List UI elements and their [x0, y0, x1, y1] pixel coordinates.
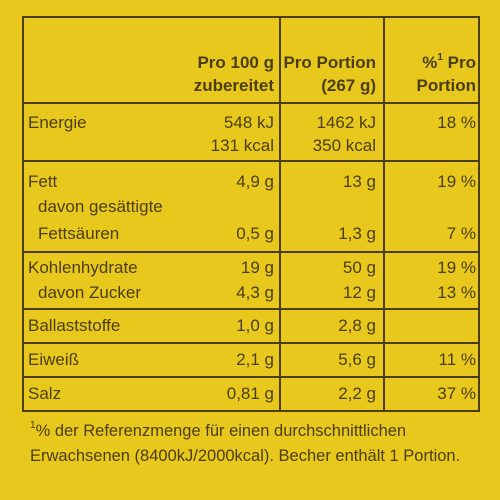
gesaettigte-portion: 1,3 g — [338, 224, 376, 243]
header-portion: Portion — [416, 76, 477, 95]
table-right-border — [478, 16, 480, 412]
table-top-border — [22, 16, 480, 18]
row-divider — [22, 251, 480, 253]
eiweiss-percent: 11 % — [438, 350, 477, 369]
zucker-percent: 13 % — [437, 283, 476, 302]
row-label-kohlenhydrate: Kohlenhydrate — [28, 258, 138, 277]
fett-100g: 4,9 g — [236, 172, 274, 191]
energie-portion-kcal: 350 kcal — [312, 136, 376, 155]
row-divider — [22, 342, 480, 344]
energie-portion-kj: 1462 kJ — [316, 113, 376, 132]
footnote-text-1: % der Referenzmenge für einen durchschni… — [35, 422, 407, 440]
row-label-ballaststoffe: Ballaststoffe — [28, 316, 121, 335]
row-label-eiweiss: Eiweiß — [28, 350, 80, 369]
gesaettigte-percent: 7 % — [446, 224, 476, 243]
salz-portion: 2,2 g — [338, 384, 376, 403]
header-prepared: zubereitet — [193, 76, 274, 95]
ballaststoffe-100g: 1,0 g — [236, 316, 274, 335]
row-divider — [22, 308, 480, 310]
fett-percent: 19 % — [437, 172, 476, 191]
header-per-100g: Pro 100 g — [197, 53, 274, 72]
zucker-100g: 4,3 g — [236, 283, 274, 302]
row-label-gesaettigte-2: Fettsäuren — [38, 224, 120, 243]
energie-100g-kcal: 131 kcal — [210, 136, 274, 155]
ballaststoffe-portion: 2,8 g — [338, 316, 376, 335]
footnote-marker: 1 — [437, 52, 443, 63]
header-percent-per-text: Pro — [447, 53, 476, 72]
table-bottom-border — [22, 410, 480, 412]
footnote-line-2: Erwachsenen (8400kJ/2000kcal). Becher en… — [30, 447, 461, 465]
kohlenhydrate-portion: 50 g — [342, 258, 376, 277]
row-label-zucker: davon Zucker — [38, 283, 141, 302]
energie-100g-kj: 548 kJ — [223, 113, 274, 132]
header-per-portion: Pro Portion — [283, 53, 376, 72]
row-divider — [22, 102, 480, 104]
footnote-number: 1 — [30, 420, 36, 431]
energie-percent: 18 % — [437, 113, 476, 132]
eiweiss-portion: 5,6 g — [338, 350, 376, 369]
row-divider — [22, 376, 480, 378]
kohlenhydrate-100g: 19 g — [240, 258, 274, 277]
row-label-salz: Salz — [28, 384, 62, 403]
row-label-energie: Energie — [28, 113, 87, 132]
gesaettigte-100g: 0,5 g — [236, 224, 274, 243]
footnote-line-1: 1% der Referenzmenge für einen durchschn… — [30, 421, 406, 442]
table-left-border — [22, 16, 24, 412]
row-divider — [22, 160, 480, 162]
salz-100g: 0,81 g — [226, 384, 274, 403]
row-label-gesaettigte-1: davon gesättigte — [38, 197, 163, 216]
header-percent-per: %1 Pro — [422, 52, 476, 73]
column-divider — [279, 16, 281, 412]
salz-percent: 37 % — [437, 384, 476, 403]
fett-portion: 13 g — [342, 172, 376, 191]
row-label-fett: Fett — [28, 172, 58, 191]
header-portion-weight: (267 g) — [321, 76, 376, 95]
kohlenhydrate-percent: 19 % — [437, 258, 476, 277]
column-divider — [383, 16, 385, 412]
eiweiss-100g: 2,1 g — [236, 350, 274, 369]
zucker-portion: 12 g — [342, 283, 376, 302]
